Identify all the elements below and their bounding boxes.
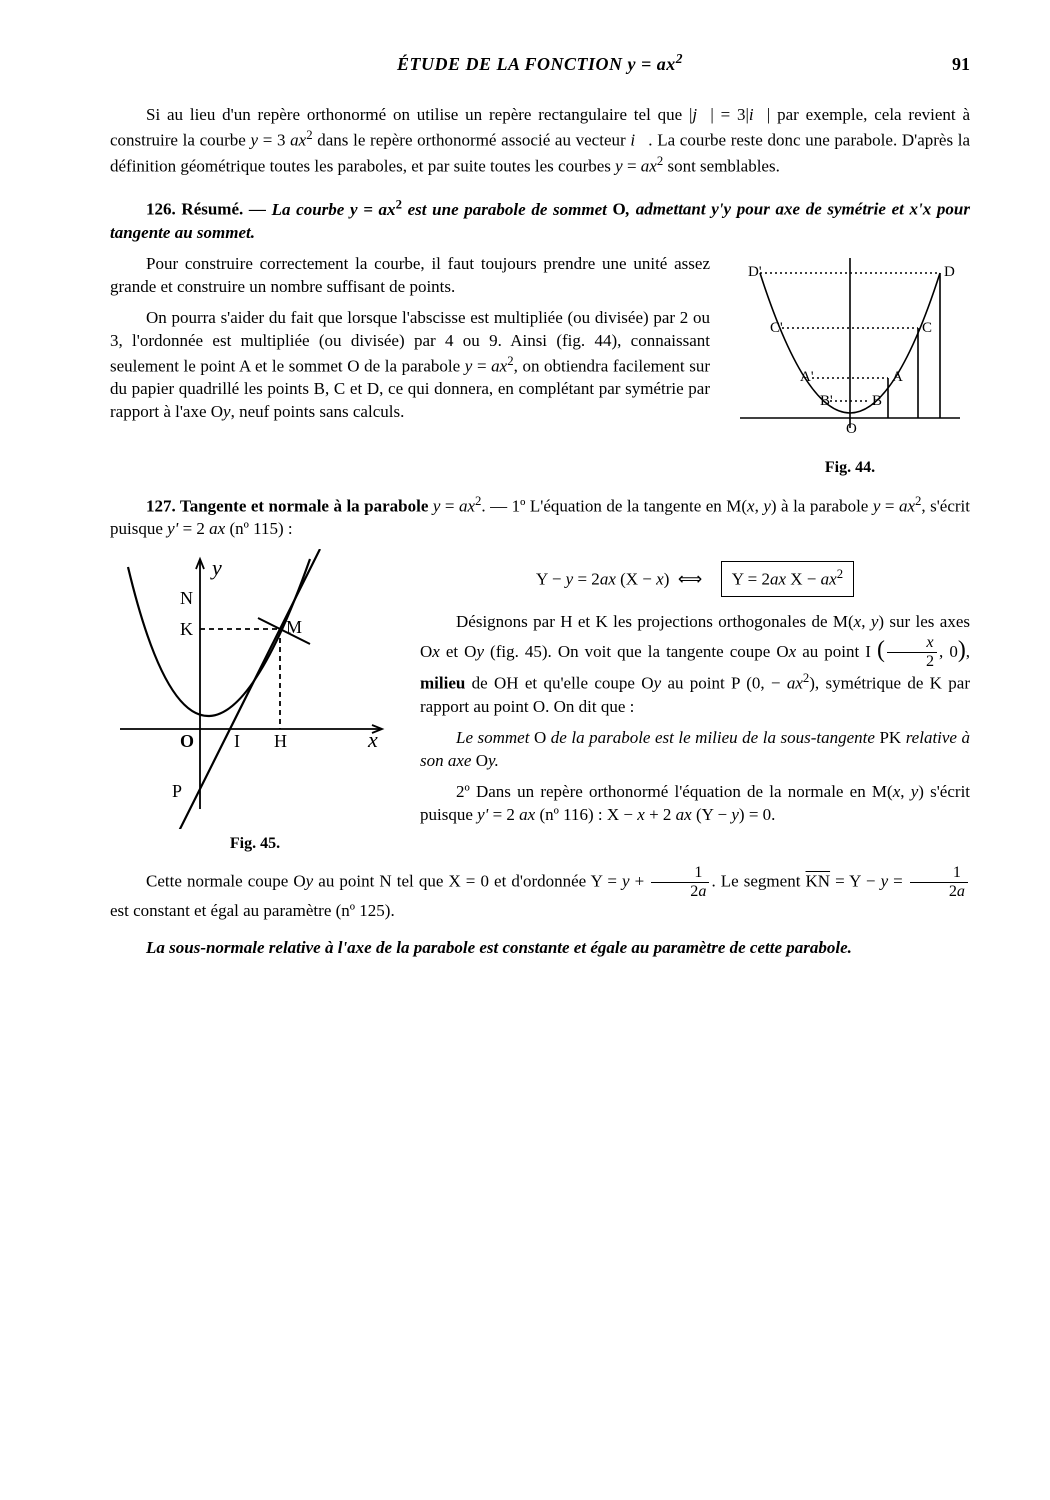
sec127-p3: 2º Dans un repère orthonormé l'équation … <box>420 781 970 827</box>
sec127-block: y x N K M O I H P Fig. 45. Y − y = 2ax (… <box>110 549 970 855</box>
fig44-label-ap: A' <box>800 369 814 385</box>
fig44-label-a: A <box>892 369 903 385</box>
fig45-label-h: H <box>274 731 287 751</box>
fig45-svg: y x N K M O I H P <box>110 549 400 829</box>
page-header: ÉTUDE DE LA FONCTION y = ax2 91 <box>110 50 970 76</box>
fig45-parabola <box>128 559 310 716</box>
fig44-label-c: C <box>922 320 932 336</box>
sec126-num: 126. Résumé. — <box>146 200 266 219</box>
sec127-boxed-eq: Y = 2ax X − ax2 <box>721 561 854 597</box>
sec126-text: Pour construire correctement la courbe, … <box>110 253 710 479</box>
sec127-equation: Y − y = 2ax (X − x) ⟺ Y = 2ax X − ax2 <box>420 561 970 597</box>
intro-paragraph: Si au lieu d'un repère orthonormé on uti… <box>110 104 970 178</box>
sec127-text: Y − y = 2ax (X − x) ⟺ Y = 2ax X − ax2 Dé… <box>420 549 970 855</box>
fig44-label-d: D <box>944 264 955 280</box>
fig45-label-m: M <box>286 617 302 637</box>
fig45-label-k: K <box>180 619 193 639</box>
figure-45: y x N K M O I H P Fig. 45. <box>110 549 400 855</box>
section-126-heading: 126. Résumé. — La courbe y = ax2 est une… <box>110 196 970 245</box>
sec127-p4: Cette normale coupe Oy au point N tel qu… <box>110 865 970 923</box>
fig45-label-i: I <box>234 731 240 751</box>
sec126-p2: On pourra s'aider du fait que lorsque l'… <box>110 307 710 424</box>
fig44-label-b: B <box>872 393 882 409</box>
page-number: 91 <box>930 52 970 76</box>
fig44-label-dp: D' <box>748 264 762 280</box>
fig44-svg: D' D C' C A' A B' B O <box>730 253 970 453</box>
sec127-p2: Le sommet O de la parabole est le milieu… <box>420 727 970 773</box>
fig44-label-o: O <box>846 421 857 437</box>
sec126-p1: Pour construire correctement la courbe, … <box>110 253 710 299</box>
fig44-label-cp: C' <box>770 320 783 336</box>
fig45-label-n: N <box>180 588 193 608</box>
figure-44: D' D C' C A' A B' B O Fig. 44. <box>730 253 970 479</box>
fig45-label-x: x <box>367 727 378 752</box>
fig44-label-bp: B' <box>820 393 833 409</box>
running-title: ÉTUDE DE LA FONCTION y = ax2 <box>150 50 930 76</box>
sec126-block: Pour construire correctement la courbe, … <box>110 253 970 479</box>
fig45-caption: Fig. 45. <box>110 833 400 855</box>
section-127-heading: 127. Tangente et normale à la parabole y… <box>110 493 970 542</box>
fig44-caption: Fig. 44. <box>730 457 970 479</box>
sec127-p1: Désignons par H et K les projections ort… <box>420 611 970 719</box>
fig45-label-p: P <box>172 781 182 801</box>
sec127-num: 127. Tangente et normale à la parabole <box>146 496 428 515</box>
fig45-label-o: O <box>180 731 194 751</box>
sec127-p5: La sous-normale relative à l'axe de la p… <box>110 937 970 960</box>
fig45-label-y: y <box>210 555 222 580</box>
